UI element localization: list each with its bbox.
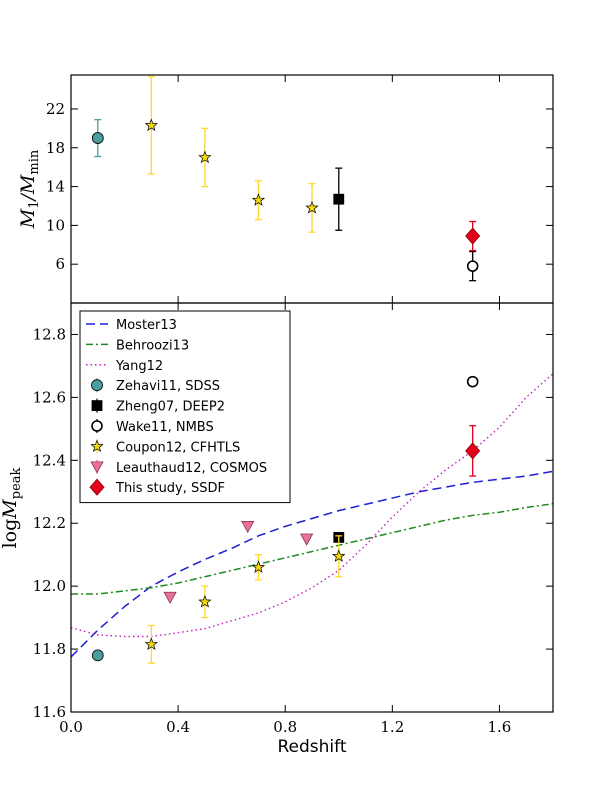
- data-point-marker: [466, 260, 479, 272]
- series-leauthaud12-cosmos: [163, 521, 314, 604]
- y-tick-label: 12.4: [33, 451, 66, 469]
- data-point-marker: [465, 227, 481, 245]
- data-point-marker: [241, 521, 255, 534]
- y-tick-label: 12.0: [33, 577, 66, 595]
- data-point-marker: [300, 533, 314, 546]
- legend-label: This study, SSDF: [115, 481, 225, 496]
- data-point-marker: [251, 560, 266, 573]
- y-tick-label: 12.2: [33, 514, 66, 532]
- ylabel-part: M: [0, 499, 21, 520]
- x-tick-label: 0.0: [59, 718, 83, 736]
- top-y-tick-label: 10: [46, 216, 65, 234]
- top-y-tick-label: 6: [55, 255, 65, 273]
- top-y-tick-label: 18: [46, 139, 65, 157]
- top-y-tick-label: 22: [46, 100, 65, 118]
- series-this-study-ssdf: [465, 220, 481, 252]
- legend-marker: [91, 400, 103, 412]
- series-zheng07-deep2: [333, 167, 345, 231]
- data-point-marker: [332, 549, 346, 562]
- data-point-marker: [305, 200, 319, 214]
- x-tick-label: 0.4: [166, 718, 190, 736]
- legend-label: Behroozi13: [116, 338, 189, 353]
- legend-item: Zheng07, DEEP2: [91, 398, 225, 415]
- legend-item: This study, SSDF: [89, 478, 225, 496]
- data-point-marker: [144, 118, 158, 132]
- legend-item: Behroozi13: [86, 338, 189, 353]
- legend-box: [79, 310, 291, 504]
- data-point-marker: [465, 442, 481, 460]
- data-point-marker: [198, 594, 212, 608]
- legend-label: Zehavi11, SDSS: [116, 379, 220, 394]
- ylabel-sub: peak: [9, 467, 24, 499]
- data-point-marker: [163, 591, 177, 604]
- top-y-tick-label: 14: [46, 178, 65, 196]
- x-tick-label: 1.6: [488, 718, 512, 736]
- data-point-marker: [466, 375, 479, 388]
- y-axis-label: logMpeak: [0, 467, 24, 548]
- line-moster13: [71, 470, 553, 658]
- ylabel-sub: min: [27, 149, 42, 174]
- legend-item: Leauthaud12, COSMOS: [90, 459, 267, 476]
- legend-item: Moster13: [86, 318, 177, 333]
- data-point-marker: [91, 132, 104, 144]
- top-y-axis-label: M1/Mmin: [17, 149, 42, 229]
- bottom-panel: 0.0 0.4 0.8 1.2 1.6 11.6 11.8 12.0 12.2 12.4 12.6 1…: [0, 302, 554, 757]
- legend-label: Zheng07, DEEP2: [116, 400, 225, 415]
- y-tick-label: 12.6: [33, 388, 66, 406]
- legend-marker: [91, 420, 103, 432]
- y-tick-label: 11.6: [33, 703, 66, 721]
- legend-item: Wake11, NMBS: [91, 419, 214, 435]
- ylabel-sub: 1: [27, 200, 42, 208]
- series-wake11-nmbs: [466, 250, 479, 282]
- legend-label: Coupon12, CFHTLS: [116, 440, 240, 455]
- bottom-plot-frame: [70, 302, 554, 713]
- x-tick-label: 1.2: [380, 718, 404, 736]
- data-point-marker: [91, 649, 104, 662]
- series-zehavi11-sdss: [91, 649, 104, 662]
- series-zehavi11-sdss: [91, 118, 104, 158]
- legend-label: Wake11, NMBS: [116, 420, 214, 435]
- y-tick-label: 11.8: [33, 640, 66, 658]
- x-tick-label: 0.8: [273, 718, 297, 736]
- series-this-study-ssdf: [465, 425, 481, 477]
- top-panel: 6 10 14 18 22 M1/Mmin: [17, 74, 554, 304]
- x-axis-label: Redshift: [277, 737, 346, 757]
- legend-item: Coupon12, CFHTLS: [90, 439, 240, 455]
- legend-marker: [90, 461, 104, 474]
- series-wake11-nmbs: [466, 375, 479, 388]
- legend-marker: [90, 439, 104, 453]
- legend-label: Leauthaud12, COSMOS: [116, 461, 267, 476]
- data-point-marker: [251, 193, 266, 206]
- data-point-marker: [198, 150, 212, 164]
- legend-item: Zehavi11, SDSS: [91, 378, 220, 394]
- series-coupon12-cfhtls: [144, 76, 319, 233]
- series-coupon12-cfhtls: [144, 535, 346, 664]
- data-point-marker: [333, 193, 345, 205]
- data-point-marker: [144, 637, 158, 651]
- ylabel-part: M: [17, 208, 39, 229]
- ylabel-part: /M: [17, 174, 39, 202]
- y-tick-label: 12.8: [33, 325, 66, 343]
- legend-marker: [89, 478, 105, 496]
- legend-marker: [91, 379, 103, 392]
- legend: Moster13 Behroozi13 Yang12 Zehavi11, SDSS Zh…: [79, 310, 291, 504]
- legend-item: Yang12: [86, 359, 163, 374]
- ylabel-part: log: [0, 519, 21, 549]
- legend-label: Yang12: [115, 359, 163, 374]
- line-behroozi13: [71, 502, 553, 595]
- legend-label: Moster13: [116, 318, 177, 333]
